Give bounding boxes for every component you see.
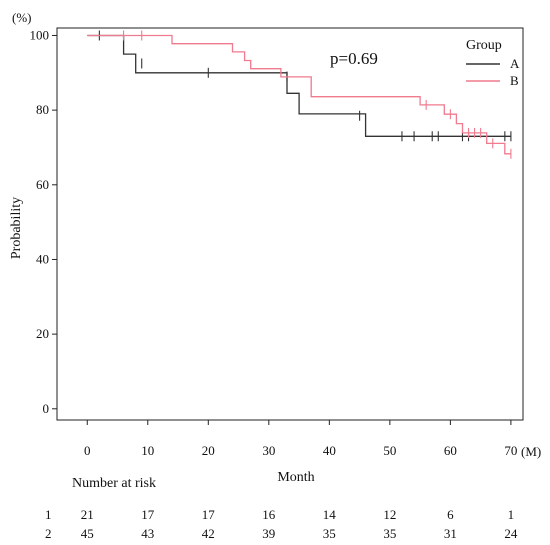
x-axis-title: Month <box>277 470 314 485</box>
x-tick-label: 50 <box>383 443 396 458</box>
x-unit-label: (M) <box>521 444 541 459</box>
y-axis-title: Probability <box>9 197 24 259</box>
x-tick-label: 70 <box>504 443 517 458</box>
y-unit-label: (%) <box>12 10 32 25</box>
survival-curve-a <box>87 34 511 137</box>
y-tick-label: 0 <box>43 401 50 416</box>
x-tick-label: 20 <box>202 443 215 458</box>
x-tick-label: 0 <box>84 443 91 458</box>
y-tick-label: 100 <box>30 27 50 42</box>
legend-label-a: A <box>510 56 520 71</box>
plot-frame <box>56 27 524 421</box>
x-tick-label: 10 <box>141 443 154 458</box>
legend-title: Group <box>466 38 502 53</box>
y-tick-label: 20 <box>36 326 49 341</box>
x-tick-label: 60 <box>444 443 457 458</box>
y-tick-label: 40 <box>36 251 49 266</box>
p-value-annotation: p=0.69 <box>330 49 378 68</box>
y-tick-label: 80 <box>36 102 49 117</box>
x-tick-label: 40 <box>323 443 336 458</box>
legend-label-b: B <box>510 73 519 88</box>
survival-curve-b <box>87 34 511 155</box>
x-tick-label: 30 <box>262 443 275 458</box>
y-tick-label: 60 <box>36 177 49 192</box>
